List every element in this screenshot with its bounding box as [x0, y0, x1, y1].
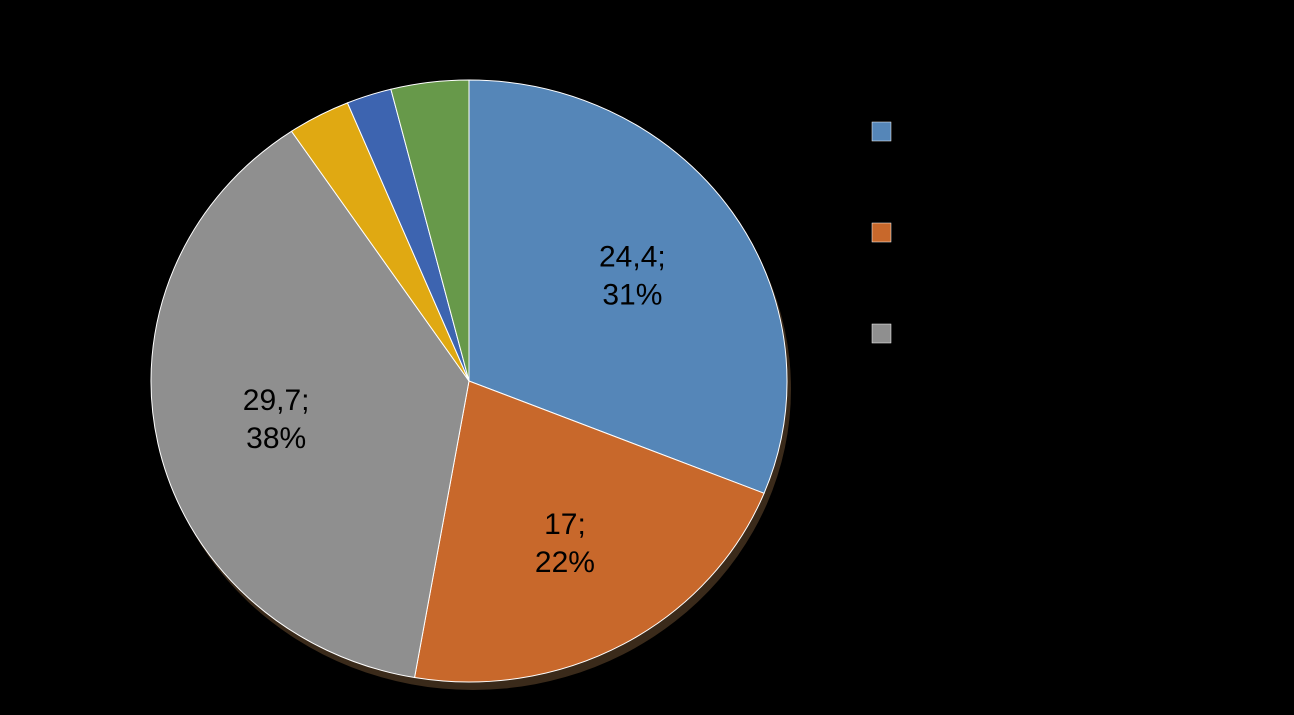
value-label: 24,4; [599, 240, 666, 273]
pie-slice [390, 79, 470, 382]
percent-label: 38% [246, 422, 306, 455]
percent-label: 31% [602, 278, 662, 311]
pie-slice [468, 79, 788, 494]
value-label: 17; [544, 508, 586, 541]
legend-swatch [871, 323, 892, 344]
legend-swatch [871, 121, 892, 142]
legend-swatch [871, 222, 892, 243]
value-label: 29,7; [243, 384, 310, 417]
pie-slice [413, 380, 765, 683]
pie-slice [150, 130, 470, 679]
percent-label: 22% [535, 546, 595, 579]
